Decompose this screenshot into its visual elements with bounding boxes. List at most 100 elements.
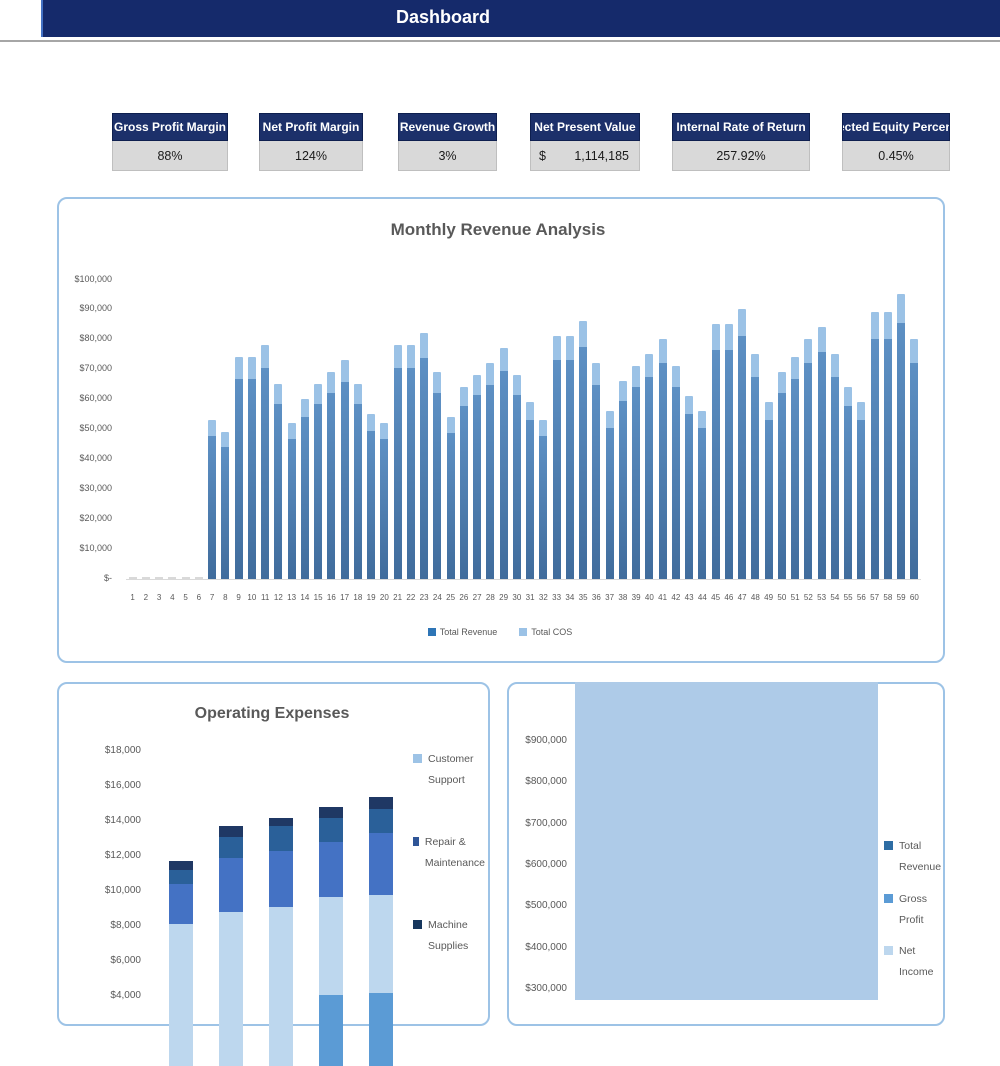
bar-cos-month-28 bbox=[486, 385, 494, 579]
bar-month-54 bbox=[831, 354, 839, 579]
x-tick-label: 53 bbox=[815, 593, 828, 602]
kpi-label: Net Present Value bbox=[530, 113, 640, 141]
opex-bar-5-seg-steel bbox=[369, 809, 393, 834]
x-tick-label: 45 bbox=[709, 593, 722, 602]
bar-month-29 bbox=[500, 348, 508, 579]
legend-swatch bbox=[884, 946, 893, 955]
kpi-card-5[interactable]: Projected Equity Percentage0.45% bbox=[842, 113, 950, 171]
legend-swatch bbox=[413, 920, 422, 929]
profitability-plot-area bbox=[507, 682, 941, 1000]
opex-bar-3-seg-light bbox=[269, 907, 293, 1066]
x-tick-label: 51 bbox=[789, 593, 802, 602]
bar-month-48 bbox=[751, 354, 759, 579]
kpi-label: Projected Equity Percentage bbox=[842, 113, 950, 141]
y-tick-label: $60,000 bbox=[52, 393, 112, 403]
bar-cos-month-25 bbox=[447, 433, 455, 579]
bar-month-34 bbox=[566, 336, 574, 579]
x-tick-label: 43 bbox=[683, 593, 696, 602]
bar-month-21 bbox=[394, 345, 402, 579]
bar-month-53 bbox=[818, 327, 826, 579]
x-tick-label: 33 bbox=[550, 593, 563, 602]
bar-month-8 bbox=[221, 432, 229, 579]
x-tick-label: 56 bbox=[855, 593, 868, 602]
opex-bar-4-seg-medium bbox=[319, 842, 343, 897]
kpi-value: 124% bbox=[259, 141, 363, 171]
x-tick-label: 5 bbox=[179, 593, 192, 602]
x-tick-label: 11 bbox=[259, 593, 272, 602]
kpi-card-3[interactable]: Net Present Value$1,114,185 bbox=[530, 113, 640, 171]
legend-swatch bbox=[428, 628, 436, 636]
bar-month-11 bbox=[261, 345, 269, 579]
x-tick-label: 1 bbox=[126, 593, 139, 602]
x-tick-label: 48 bbox=[749, 593, 762, 602]
x-tick-label: 58 bbox=[881, 593, 894, 602]
opex-bar-4-seg-medium2 bbox=[319, 995, 343, 1066]
bar-cos-month-41 bbox=[659, 363, 667, 579]
x-tick-label: 32 bbox=[537, 593, 550, 602]
bar-month-16 bbox=[327, 372, 335, 579]
bar-month-18 bbox=[354, 384, 362, 579]
bar-month-57 bbox=[871, 312, 879, 579]
opex-bar-3-seg-medium bbox=[269, 851, 293, 907]
x-tick-label: 17 bbox=[338, 593, 351, 602]
x-tick-label: 14 bbox=[298, 593, 311, 602]
y-tick-label: $16,000 bbox=[91, 780, 141, 791]
bar-month-49 bbox=[765, 402, 773, 579]
bar-month-17 bbox=[341, 360, 349, 579]
bar-cos-month-52 bbox=[804, 363, 812, 579]
header-bar bbox=[41, 0, 1000, 37]
y-tick-label: $80,000 bbox=[52, 333, 112, 343]
bar-cos-month-58 bbox=[884, 339, 892, 579]
kpi-value: 257.92% bbox=[672, 141, 810, 171]
bar-cos-month-17 bbox=[341, 382, 349, 579]
y-tick-label: $100,000 bbox=[52, 274, 112, 284]
bar-cos-month-35 bbox=[579, 347, 587, 579]
monthly-revenue-chart-title: Monthly Revenue Analysis bbox=[391, 220, 606, 240]
x-tick-label: 23 bbox=[418, 593, 431, 602]
x-tick-label: 39 bbox=[630, 593, 643, 602]
x-tick-label: 54 bbox=[828, 593, 841, 602]
bar-month-44 bbox=[698, 411, 706, 579]
revenue-plot-area bbox=[126, 279, 921, 579]
x-tick-label: 3 bbox=[153, 593, 166, 602]
bar-month-55 bbox=[844, 387, 852, 579]
x-tick-label: 9 bbox=[232, 593, 245, 602]
bar-month-10 bbox=[248, 357, 256, 579]
bar-cos-month-53 bbox=[818, 352, 826, 579]
x-tick-label: 6 bbox=[192, 593, 205, 602]
x-tick-label: 60 bbox=[908, 593, 921, 602]
x-tick-label: 12 bbox=[272, 593, 285, 602]
x-tick-label: 15 bbox=[312, 593, 325, 602]
bar-month-45 bbox=[712, 324, 720, 579]
bar-month-13 bbox=[288, 423, 296, 579]
y-tick-label: $50,000 bbox=[52, 423, 112, 433]
kpi-value: 3% bbox=[398, 141, 497, 171]
bar-month-50 bbox=[778, 372, 786, 579]
opex-bar-4-seg-light bbox=[319, 897, 343, 995]
bar-cos-month-38 bbox=[619, 401, 627, 579]
bar-cos-month-51 bbox=[791, 379, 799, 579]
opex-bar-3-seg-steel bbox=[269, 826, 293, 851]
x-tick-label: 50 bbox=[775, 593, 788, 602]
bar-cos-month-40 bbox=[645, 377, 653, 580]
bar-cos-month-21 bbox=[394, 368, 402, 579]
area-net-income bbox=[575, 682, 878, 1000]
x-tick-label: 13 bbox=[285, 593, 298, 602]
bar-month-51 bbox=[791, 357, 799, 579]
bar-month-31 bbox=[526, 402, 534, 579]
bar-month-52 bbox=[804, 339, 812, 579]
bar-cos-month-32 bbox=[539, 436, 547, 579]
x-tick-label: 29 bbox=[497, 593, 510, 602]
bar-cos-month-13 bbox=[288, 439, 296, 579]
bar-cos-month-23 bbox=[420, 358, 428, 579]
x-tick-label: 38 bbox=[616, 593, 629, 602]
opex-bar-2-seg-navy bbox=[219, 826, 243, 837]
y-tick-label: $18,000 bbox=[91, 745, 141, 756]
